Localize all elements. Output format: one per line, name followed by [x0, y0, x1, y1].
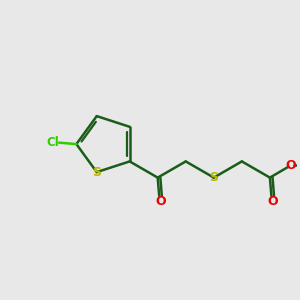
Text: O: O	[267, 195, 278, 208]
Text: O: O	[155, 195, 166, 208]
Text: Cl: Cl	[46, 136, 59, 149]
Text: S: S	[92, 166, 101, 178]
Text: O: O	[286, 159, 296, 172]
Text: S: S	[209, 171, 218, 184]
